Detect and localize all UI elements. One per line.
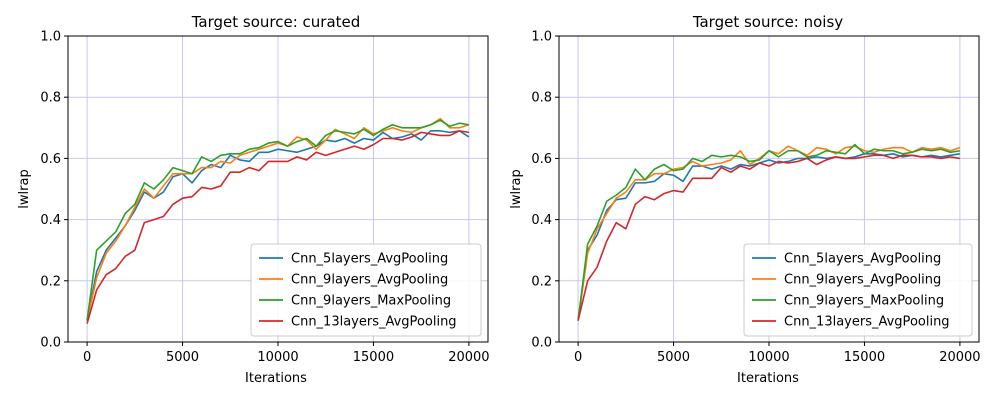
y-tick-label: 1.0	[40, 30, 61, 45]
series-line-2	[86, 117, 470, 321]
legend: Cnn_5layers_AvgPooling Cnn_9layers_AvgPoo…	[743, 243, 973, 337]
y-tick-label: 1.0	[531, 30, 552, 45]
x-tick-label: 5000	[657, 350, 690, 365]
legend-label: Cnn_9layers_AvgPooling	[291, 273, 448, 288]
x-axis-label: Iterations	[245, 371, 307, 386]
x-tick-label: 5000	[166, 350, 199, 365]
legend-label: Cnn_9layers_MaxPooling	[291, 294, 451, 309]
y-tick-label: 0.2	[40, 274, 61, 289]
series-line-3	[577, 143, 961, 321]
y-tick-label: 0.4	[40, 213, 61, 228]
y-tick-label: 0.8	[40, 91, 61, 106]
chart-title: Target source: curated	[191, 13, 361, 31]
y-tick-label: 0.2	[531, 274, 552, 289]
legend-label: Cnn_5layers_AvgPooling	[784, 252, 941, 267]
x-tick-label: 0	[83, 350, 91, 365]
y-tick-label: 0.0	[40, 336, 61, 351]
y-tick-label: 0.0	[531, 336, 552, 351]
legend-label: Cnn_13layers_AvgPooling	[291, 315, 457, 330]
series-line-4	[577, 154, 961, 321]
x-tick-label: 20000	[448, 350, 489, 365]
y-axis-label: lwlrap	[509, 169, 524, 208]
x-tick-label: 10000	[257, 350, 298, 365]
legend-label: Cnn_9layers_AvgPooling	[784, 273, 941, 288]
series-line-4	[86, 130, 470, 324]
legend-box	[250, 243, 482, 337]
y-tick-label: 0.6	[531, 152, 552, 167]
legend-label: Cnn_9layers_MaxPooling	[784, 294, 944, 309]
x-tick-label: 0	[574, 350, 582, 365]
legend-box	[743, 243, 973, 337]
y-tick-label: 0.4	[531, 213, 552, 228]
plot-noisy: Target source: noisy Iterations lwlrap 0…	[509, 13, 981, 386]
legend-label: Cnn_5layers_AvgPooling	[291, 252, 448, 267]
series-line-3	[86, 119, 470, 321]
x-axis-label: Iterations	[737, 371, 799, 386]
x-tick-label: 15000	[844, 350, 885, 365]
y-axis-label: lwlrap	[17, 169, 32, 208]
x-tick-label: 15000	[353, 350, 394, 365]
x-tick-label: 20000	[939, 350, 980, 365]
y-tick-label: 0.6	[40, 152, 61, 167]
legend-label: Cnn_13layers_AvgPooling	[784, 315, 950, 330]
series-line-1	[577, 153, 961, 321]
y-tick-label: 0.8	[531, 91, 552, 106]
x-tick-label: 10000	[748, 350, 789, 365]
legend: Cnn_5layers_AvgPooling Cnn_9layers_AvgPoo…	[250, 243, 482, 337]
chart-title: Target source: noisy	[692, 13, 843, 31]
plot-curated: Target source: curated Iterations lwlrap…	[17, 13, 490, 386]
